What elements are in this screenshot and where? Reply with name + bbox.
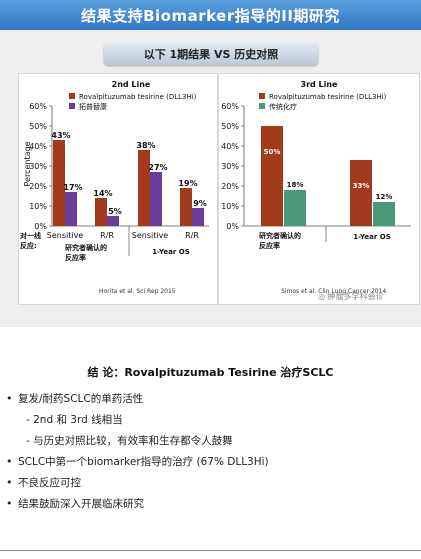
right-ytick-label: 20% [221,182,239,191]
row-label: 反应: [20,241,37,250]
conclusion-title: 结 论：Rovalpituzumab Tesirine 治疗SCLC [87,366,334,379]
right-ytick-label: 60% [221,102,239,111]
left-ytick-label: 60% [29,102,47,111]
category-label: R/R [185,231,199,240]
bar-topotecan [107,216,119,226]
conclusion-list: 复发/耐药SCLC的单药活性 - 2nd 和 3rd 线相当 - 与历史对照比较，有… [4,390,414,516]
slide-title: 结果支持Biomarker指导的II期研究 [81,7,340,25]
left-ytick-label: 50% [29,122,47,131]
group-label: 研究者确认的 [65,243,107,252]
legend-rova-label: Rovalpituzumab tesirine (DLL3Hi) [79,93,197,101]
bar-value-label: 18% [287,181,304,189]
legend-topotecan-swatch [69,103,75,109]
bar-value-label: 38% [136,141,155,150]
bar-value-label: 5% [108,207,122,216]
bar-rova [180,188,192,226]
category-label: 反应率 [259,241,280,250]
row-label: 对一线 [20,231,41,240]
bar-value-label: 9% [193,199,207,208]
group-label: 反应率 [65,253,86,262]
bar-topotecan [192,208,204,226]
legend-rova-swatch [259,93,265,99]
chart-2nd-line: 2nd Line Rovalpituzumab tesirine (DLL3Hi)… [20,80,209,295]
chart-panel-3rd-line: 3rd Line Rovalpituzumab tesirine (DLL3Hi)… [218,73,420,305]
left-ytick-label: 30% [29,162,47,171]
y-axis-label: Percentage [23,141,32,186]
legend-topotecan-label: 拓普替康 [79,102,107,111]
footnote: Horita et al. Sci Rep 2015 [99,288,176,295]
bar-value-label: 12% [376,193,393,201]
bar-value-label: 17% [63,183,82,192]
bar-value-label: 14% [93,189,112,198]
legend-rova-label: Rovalpituzumab tesirine (DLL3Hi) [269,93,387,101]
bar-rova [95,198,107,226]
left-ytick-label: 20% [29,182,47,191]
bar-value-label: 27% [148,163,167,172]
category-label: Sensitive [132,231,169,240]
bar-chemo [373,202,395,226]
bar-value-label: 33% [353,182,370,190]
bar-topotecan [150,172,162,226]
bar-rova [138,150,150,226]
legend-chemo-label: 传统化疗 [269,102,297,111]
legend-chemo-swatch [259,103,265,109]
watermark-text: 肿瘤多学科会诊 [327,292,384,301]
bullet-item: 不良反应可控 [4,474,414,492]
chart-3rd-line: 3rd Line Rovalpituzumab tesirine (DLL3Hi)… [221,80,411,295]
bullet-item: 结果鼓励深入开展临床研究 [4,495,414,513]
bar-rova [261,126,283,226]
subtitle-box: 以下 1期结果 VS 历史对照 [104,44,318,65]
bar-value-label: 50% [264,148,281,156]
chart-title: 2nd Line [112,80,151,89]
left-ytick-label: 0% [34,222,47,231]
title-bar [0,0,421,30]
bar-rova [53,140,65,226]
bullet-item: 复发/耐药SCLC的单药活性 [4,390,414,408]
right-ytick-label: 10% [221,202,239,211]
right-ytick-label: 40% [221,142,239,151]
bullet-item: SCLC中第一个biomarker指导的治疗 (67% DLL3Hi) [4,453,414,471]
bottom-divider [0,550,421,551]
bar-value-label: 19% [178,179,197,188]
category-label: Sensitive [47,231,84,240]
bar-rova [350,160,372,226]
category-label: 研究者确认的 [259,231,301,240]
bar-topotecan [65,192,77,226]
watermark: ◎ 肿瘤多学科会诊 [318,291,384,302]
right-ytick-label: 50% [221,122,239,131]
wechat-icon: ◎ [318,292,325,301]
chart-title: 3rd Line [301,80,339,89]
category-label: 1-Year OS [353,233,391,241]
chart-panel-2nd-line: 2nd Line Rovalpituzumab tesirine (DLL3Hi)… [18,73,218,305]
legend-rova-swatch [69,93,75,99]
slide: 结果支持Biomarker指导的II期研究 以下 1期结果 VS 历史对照 2n… [0,0,421,327]
sub-bullet-item: - 与历史对照比较，有效率和生存都令人鼓舞 [26,435,233,447]
bar-chemo [284,190,306,226]
footnote: Simos et al. Clin Lung Cancer 2014 [281,288,386,295]
bar-value-label: 43% [51,131,70,140]
right-ytick-label: 0% [226,222,239,231]
left-ytick-label: 40% [29,142,47,151]
right-ytick-label: 30% [221,162,239,171]
group-label: 1-Year OS [152,248,190,256]
left-ytick-label: 10% [29,202,47,211]
sub-bullet-item: - 2nd 和 3rd 线相当 [26,414,123,426]
category-label: R/R [100,231,114,240]
